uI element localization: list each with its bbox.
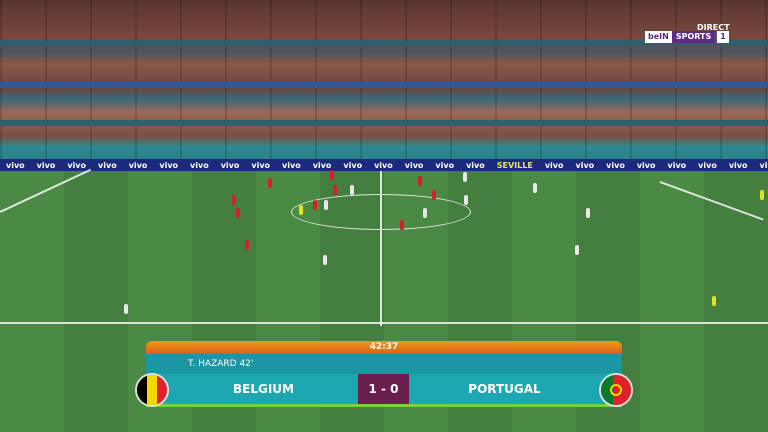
- player: [463, 172, 467, 182]
- player: [464, 195, 468, 205]
- sponsor-ad: vivo: [606, 160, 625, 170]
- sponsor-ad: vivo: [575, 160, 595, 170]
- stand-tier: [0, 40, 768, 46]
- sponsor-ad: vivo: [544, 160, 564, 170]
- player: [299, 205, 303, 215]
- brand-label: beIN: [645, 31, 672, 43]
- sponsor-ad: vivo: [128, 160, 148, 170]
- sponsor-ad: vivo: [374, 160, 393, 170]
- halfway-line: [380, 171, 382, 326]
- sponsor-ad: vivo: [698, 160, 717, 170]
- sponsor-ad: vivo: [6, 160, 25, 170]
- player: [400, 220, 404, 230]
- ad-board: vivo vivo vivo vivo vivo vivo vivo vivo vivo vivo…: [0, 159, 768, 171]
- sponsor-ad: vivo: [220, 160, 240, 170]
- player: [313, 200, 317, 210]
- scoreboard: 42:37 T. HAZARD 42' BELGIUM 1 - 0 PORTUG…: [146, 341, 622, 407]
- player: [323, 255, 327, 265]
- sponsor-ad: vivo: [159, 160, 179, 170]
- goal-scorer: T. HAZARD 42': [146, 354, 622, 374]
- player: [268, 178, 272, 188]
- center-circle: [291, 194, 471, 230]
- channel-logo: beIN SPORTS 1: [645, 31, 729, 43]
- player: [330, 170, 334, 180]
- sponsor-ad: vivo: [404, 160, 424, 170]
- venue-ad: SEVILLE: [496, 160, 533, 170]
- penalty-box-right: [659, 181, 764, 221]
- live-label: DIRECT: [697, 23, 730, 32]
- stadium-stands: [0, 0, 768, 160]
- player: [575, 245, 579, 255]
- player: [333, 185, 337, 195]
- sponsor-ad: vivo: [36, 160, 56, 170]
- player: [418, 176, 422, 186]
- player: [586, 208, 590, 218]
- player: [232, 195, 236, 205]
- player: [533, 183, 537, 193]
- sponsor-ad: vivo: [636, 160, 656, 170]
- accent-line: [146, 404, 622, 407]
- sponsor-ad: vivo: [67, 160, 87, 170]
- player: [124, 304, 128, 314]
- player: [712, 296, 716, 306]
- score-row: BELGIUM 1 - 0 PORTUGAL: [146, 374, 622, 404]
- stand-tier: [0, 120, 768, 126]
- sponsor-ad: vivo: [190, 160, 209, 170]
- touchline: [0, 322, 768, 324]
- channel-name: SPORTS: [671, 31, 716, 43]
- player: [236, 208, 240, 218]
- sponsor-ad: vivo: [98, 160, 117, 170]
- score: 1 - 0: [358, 374, 409, 404]
- portugal-flag-icon: [599, 373, 633, 407]
- stand-tier: [0, 82, 768, 88]
- player: [245, 240, 249, 250]
- sponsor-ad: vivo: [343, 160, 363, 170]
- match-clock: 42:37: [146, 341, 622, 354]
- penalty-arc-left: [0, 168, 91, 213]
- channel-number: 1: [717, 31, 729, 43]
- player: [423, 208, 427, 218]
- away-team: PORTUGAL: [468, 382, 541, 396]
- sponsor-ad: vivo: [667, 160, 687, 170]
- home-team: BELGIUM: [233, 382, 294, 396]
- player: [432, 190, 436, 200]
- sponsor-ad: vivo: [282, 160, 301, 170]
- player: [760, 190, 764, 200]
- sponsor-ad: vivo: [728, 160, 748, 170]
- belgium-flag-icon: [135, 373, 169, 407]
- sponsor-ad: vivo: [759, 160, 768, 170]
- player: [350, 185, 354, 195]
- sponsor-ad: vivo: [435, 160, 455, 170]
- sponsor-ad: vivo: [312, 160, 332, 170]
- sponsor-ad: vivo: [251, 160, 271, 170]
- player: [324, 200, 328, 210]
- sponsor-ad: vivo: [466, 160, 485, 170]
